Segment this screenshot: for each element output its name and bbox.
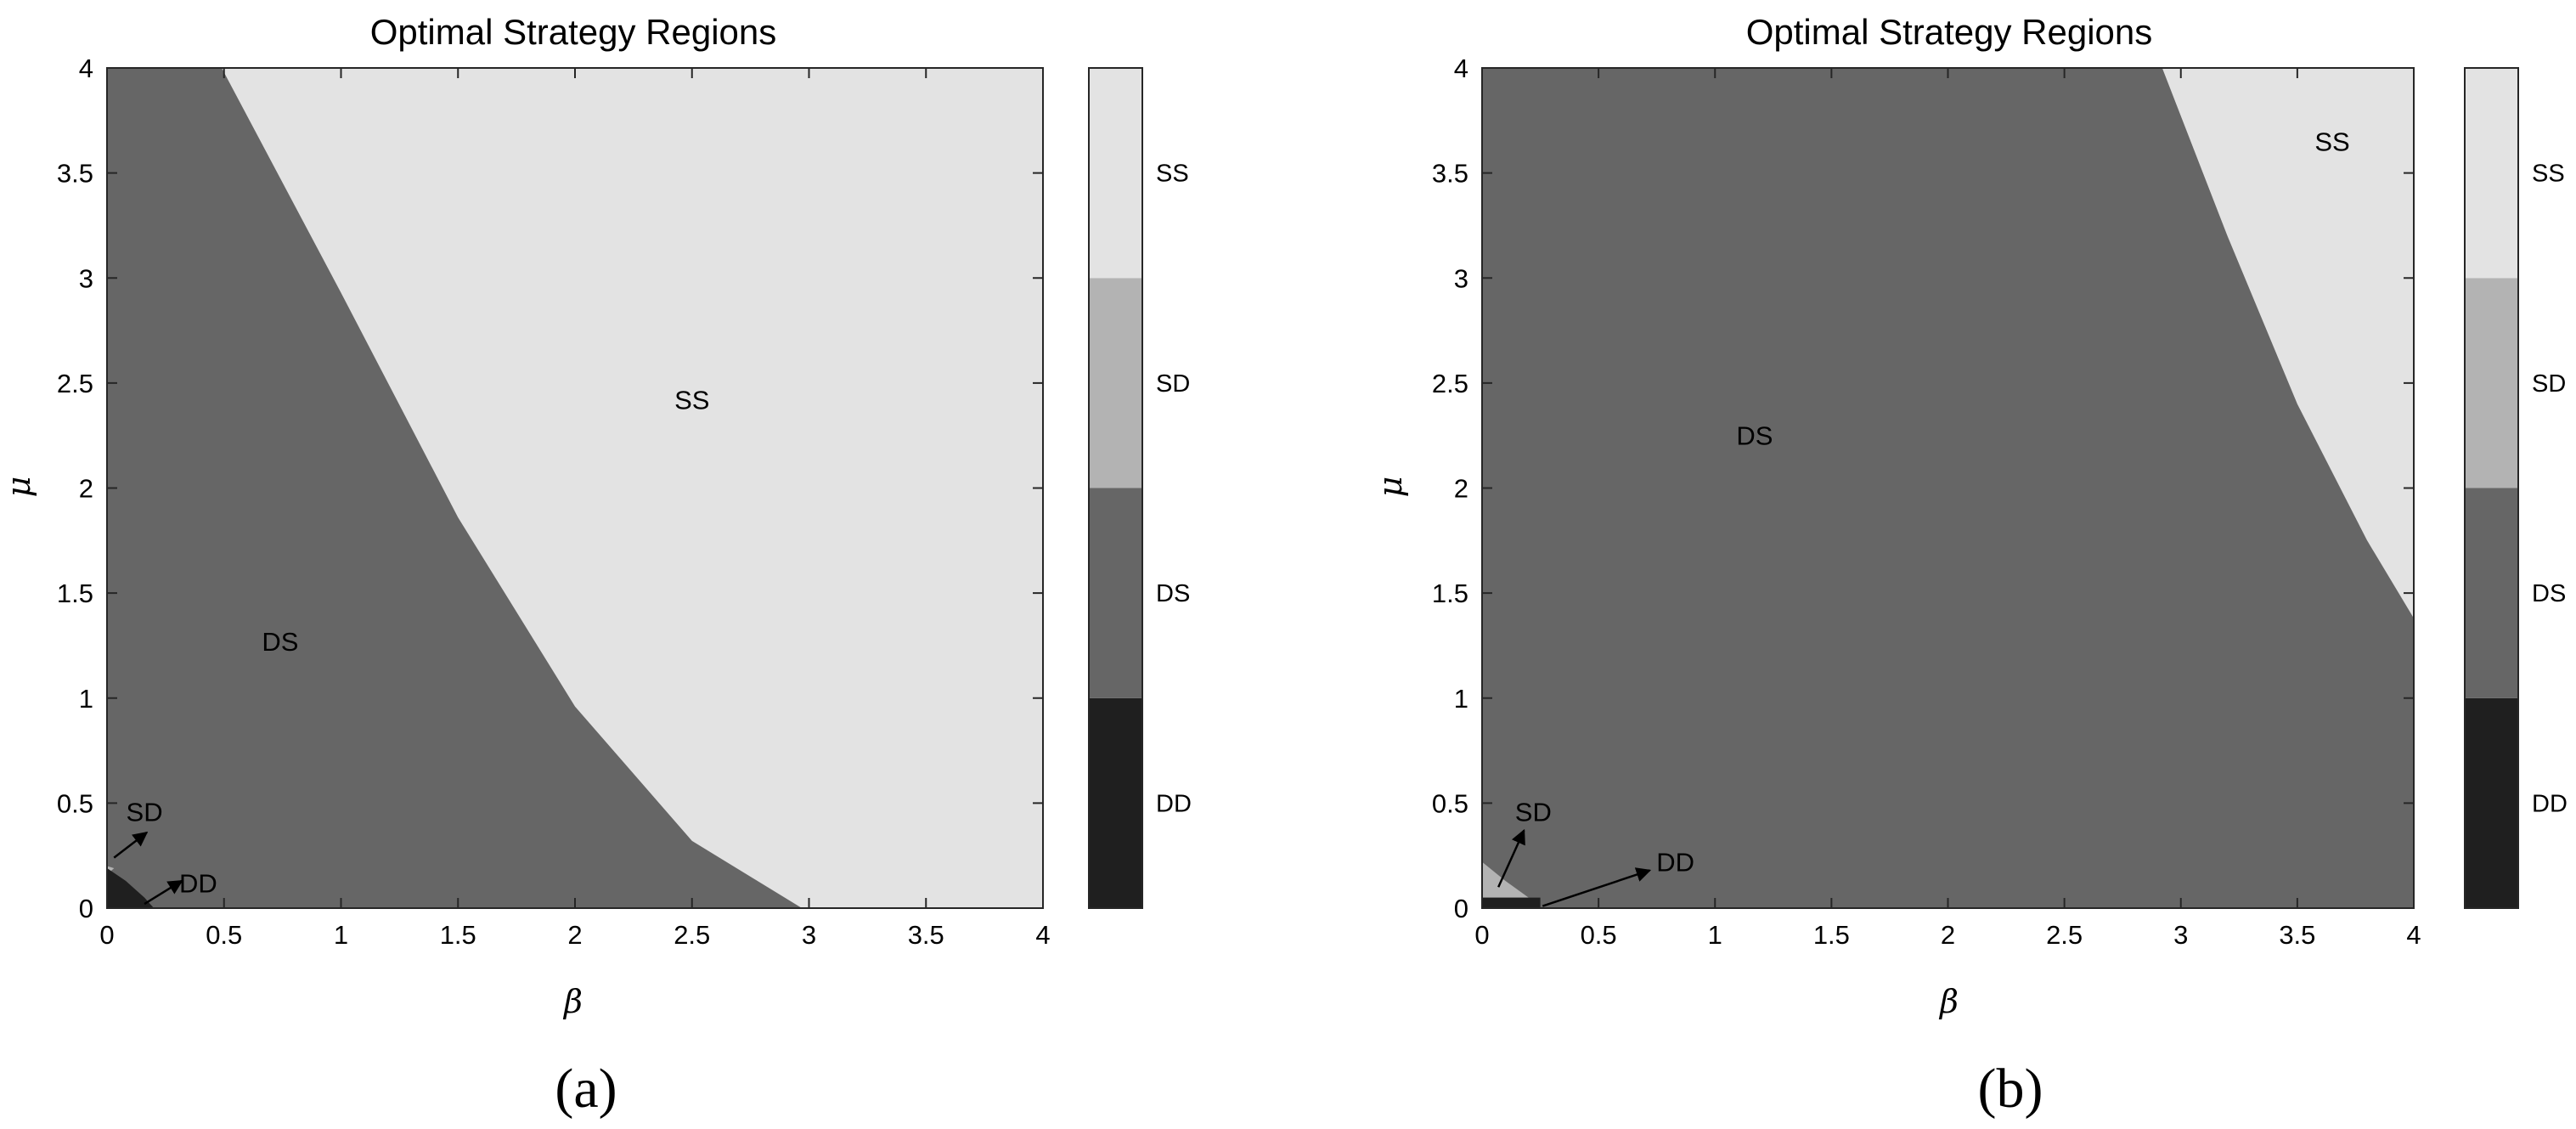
- colorbar-segment-ss: [2465, 68, 2518, 279]
- colorbar-tick-label: DS: [1156, 580, 1190, 607]
- x-tick-label: 1.5: [440, 920, 476, 950]
- region-dd: [107, 868, 155, 908]
- y-tick-label: 0.5: [1432, 788, 1468, 818]
- y-tick-label: 0: [1454, 894, 1468, 923]
- x-tick-label: 4: [1035, 920, 1050, 950]
- y-tick-label: 2.5: [1432, 369, 1468, 398]
- y-axis-label: μ: [1372, 477, 1409, 498]
- y-tick-label: 4: [1454, 54, 1468, 83]
- chart-title: Optimal Strategy Regions: [370, 12, 777, 52]
- x-tick-label: 0: [1474, 920, 1489, 950]
- y-tick-label: 0: [79, 894, 93, 923]
- y-tick-label: 1.5: [57, 579, 93, 608]
- x-tick-label: 1: [334, 920, 348, 950]
- x-tick-label: 3: [2173, 920, 2188, 950]
- x-tick-label: 3: [802, 920, 816, 950]
- y-tick-label: 2.5: [57, 369, 93, 398]
- colorbar-segment-ds: [2465, 488, 2518, 698]
- region-label-sd: SD: [1515, 797, 1552, 827]
- y-tick-label: 3.5: [57, 159, 93, 189]
- region-label-ss: SS: [674, 386, 709, 415]
- colorbar-segment-ss: [1089, 68, 1142, 279]
- annotation-arrow: [1497, 828, 1525, 888]
- colorbar-tick-label: DD: [1156, 790, 1192, 817]
- annotation-arrow: [144, 879, 183, 906]
- colorbar-tick-label: SS: [2532, 161, 2565, 188]
- x-tick-label: 0: [99, 920, 114, 950]
- colorbar-frame: [1088, 67, 1143, 909]
- region-dd: [1482, 897, 1541, 908]
- chart-title: Optimal Strategy Regions: [1746, 12, 2153, 52]
- x-tick-label: 2.5: [674, 920, 710, 950]
- region-sd: [1482, 861, 1529, 898]
- y-tick-label: 2: [1454, 474, 1468, 504]
- y-tick-label: 2: [79, 474, 93, 504]
- colorbar-tick-label: DS: [2532, 580, 2566, 607]
- x-tick-label: 3.5: [2279, 920, 2315, 950]
- annotation-arrow: [1542, 867, 1652, 907]
- colorbar: DD DS SD SS: [2464, 67, 2568, 909]
- x-tick-label: 2: [567, 920, 582, 950]
- x-tick-label: 3.5: [908, 920, 944, 950]
- colorbar: DD DS SD SS: [1088, 67, 1192, 909]
- plot-area: 0 0.5 1 1.5 2 2.5 3 3.5 4 0 0.5 1 1.5 2 2.5 3 3.5 4 SS DS SD…: [1432, 54, 2421, 950]
- annotation-arrow: [113, 831, 149, 859]
- panel-b: Optimal Strategy Regions 0 0.5 1 1.5 2 2.5 3 3.…: [1372, 12, 2568, 1120]
- colorbar-segment-dd: [2465, 697, 2518, 908]
- y-tick-label: 1: [1454, 684, 1468, 714]
- y-tick-label: 0.5: [57, 788, 93, 818]
- panel-label: (b): [1978, 1058, 2043, 1120]
- colorbar-tick-label: DD: [2532, 790, 2568, 817]
- y-axis-label: μ: [0, 477, 37, 498]
- region-ss: [222, 68, 1043, 908]
- region-label-dd: DD: [1656, 848, 1694, 878]
- region-label-ss: SS: [2314, 127, 2349, 157]
- x-tick-label: 2.5: [2046, 920, 2083, 950]
- x-tick-label: 2: [1941, 920, 1955, 950]
- colorbar-segment-sd: [1089, 278, 1142, 488]
- y-tick-label: 1: [79, 684, 93, 714]
- colorbar-segment-ds: [1089, 488, 1142, 698]
- colorbar-segment-sd: [2465, 278, 2518, 488]
- y-tick-label: 3.5: [1432, 159, 1468, 189]
- region-ss: [2162, 68, 2414, 618]
- region-label-dd: DD: [179, 868, 217, 898]
- colorbar-tick-label: SD: [2532, 370, 2566, 398]
- y-tick-label: 4: [79, 54, 93, 83]
- colorbar-tick-label: SS: [1156, 161, 1189, 188]
- x-axis-label: β: [562, 983, 583, 1020]
- y-tick-label: 1.5: [1432, 579, 1468, 608]
- colorbar-segment-dd: [1089, 697, 1142, 908]
- x-tick-label: 4: [2406, 920, 2421, 950]
- colorbar-frame: [2464, 67, 2519, 909]
- x-tick-label: 1: [1708, 920, 1722, 950]
- region-label-sd: SD: [127, 797, 163, 827]
- y-tick-label: 3: [1454, 263, 1468, 293]
- x-tick-label: 1.5: [1813, 920, 1850, 950]
- plot-area: 0 0.5 1 1.5 2 2.5 3 3.5 4 0 0.5 1 1.5 2 2.5 3 3.5 4 SS DS SD…: [57, 54, 1051, 950]
- x-axis-label: β: [1938, 983, 1959, 1020]
- x-tick-label: 0.5: [206, 920, 242, 950]
- y-tick-label: 3: [79, 263, 93, 293]
- panel-a: Optimal Strategy Regions 0 0.5 1 1.5 2 2.5 3 3.…: [0, 12, 1192, 1120]
- region-label-ds: DS: [262, 627, 298, 657]
- colorbar-tick-label: SD: [1156, 370, 1190, 398]
- x-tick-label: 0.5: [1581, 920, 1617, 950]
- panel-label: (a): [555, 1058, 617, 1120]
- region-label-ds: DS: [1736, 421, 1773, 451]
